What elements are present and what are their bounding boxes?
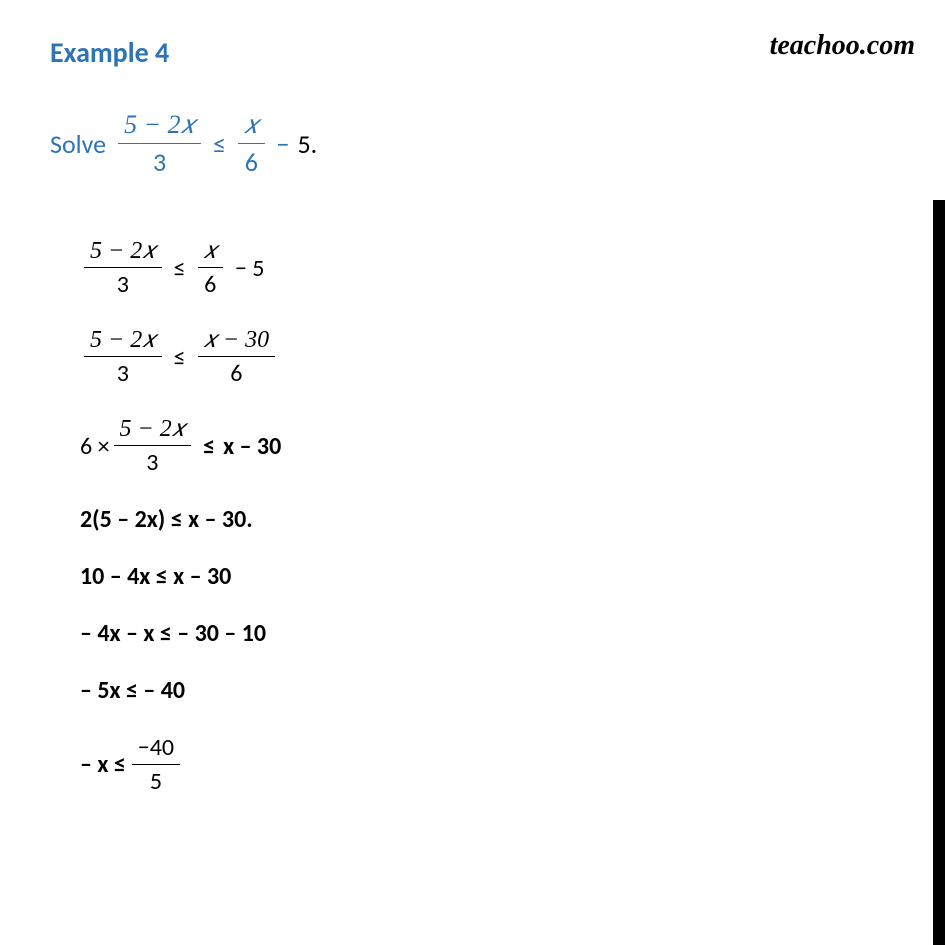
frac-den: 6 (224, 357, 248, 388)
right-bar (933, 200, 945, 945)
minus-op: − (277, 128, 290, 160)
s8-lhs: – x ≤ (80, 750, 126, 779)
s1-lhs-frac: 5 − 2𝑥 3 (84, 238, 162, 299)
step-6: – 4x – x ≤ – 30 – 10 (80, 619, 895, 648)
frac-num: 𝑥 − 30 (198, 327, 276, 357)
page-content: Example 4 Solve 5 − 2𝑥 3 ≤ 𝑥 6 − 5. 5 − … (0, 0, 945, 859)
s8-frac: −40 5 (132, 733, 180, 796)
problem-lhs-frac: 5 − 2𝑥 3 (118, 110, 201, 178)
frac-num: 5 − 2𝑥 (118, 110, 201, 144)
frac-den: 3 (147, 144, 172, 178)
leq-op: ≤ (213, 128, 226, 160)
leq-op: ≤ (174, 343, 186, 372)
step-2: 5 − 2𝑥 3 ≤ 𝑥 − 30 6 (80, 327, 895, 388)
step-7: – 5x ≤ – 40 (80, 676, 895, 705)
solve-label: Solve (50, 128, 106, 160)
step-5: 10 – 4x ≤ x – 30 (80, 562, 895, 591)
step-8: – x ≤ −40 5 (80, 733, 895, 796)
frac-num: 5 − 2𝑥 (114, 416, 192, 446)
s3-pre: 6 × (80, 432, 110, 461)
frac-den: 3 (140, 446, 164, 477)
step-4: 2(5 – 2x) ≤ x – 30. (80, 505, 895, 534)
step-1: 5 − 2𝑥 3 ≤ 𝑥 6 − 5 (80, 238, 895, 299)
problem-tail: 5. (297, 128, 317, 160)
frac-num: 5 − 2𝑥 (84, 327, 162, 357)
s2-lhs-frac: 5 − 2𝑥 3 (84, 327, 162, 388)
problem-statement: Solve 5 − 2𝑥 3 ≤ 𝑥 6 − 5. (50, 110, 895, 178)
leq-op: ≤ (203, 432, 215, 461)
s1-rhs-frac: 𝑥 6 (198, 238, 223, 299)
frac-den: 6 (239, 144, 264, 178)
s3-rhs: x – 30 (223, 432, 281, 461)
step-3: 6 × 5 − 2𝑥 3 ≤ x – 30 (80, 416, 895, 477)
problem-rhs-frac: 𝑥 6 (238, 110, 264, 178)
frac-den: 5 (144, 765, 168, 796)
frac-den: 3 (111, 268, 135, 299)
frac-num: 𝑥 (198, 238, 223, 268)
frac-num: −40 (132, 733, 180, 765)
frac-den: 6 (198, 268, 222, 299)
minus-tail: − 5 (235, 254, 265, 283)
frac-den: 3 (111, 357, 135, 388)
example-title: Example 4 (50, 35, 895, 70)
leq-op: ≤ (174, 254, 186, 283)
frac-num: 5 − 2𝑥 (84, 238, 162, 268)
watermark: teachoo.com (770, 30, 915, 62)
s2-rhs-frac: 𝑥 − 30 6 (198, 327, 276, 388)
s3-frac: 5 − 2𝑥 3 (114, 416, 192, 477)
frac-num: 𝑥 (238, 110, 264, 144)
